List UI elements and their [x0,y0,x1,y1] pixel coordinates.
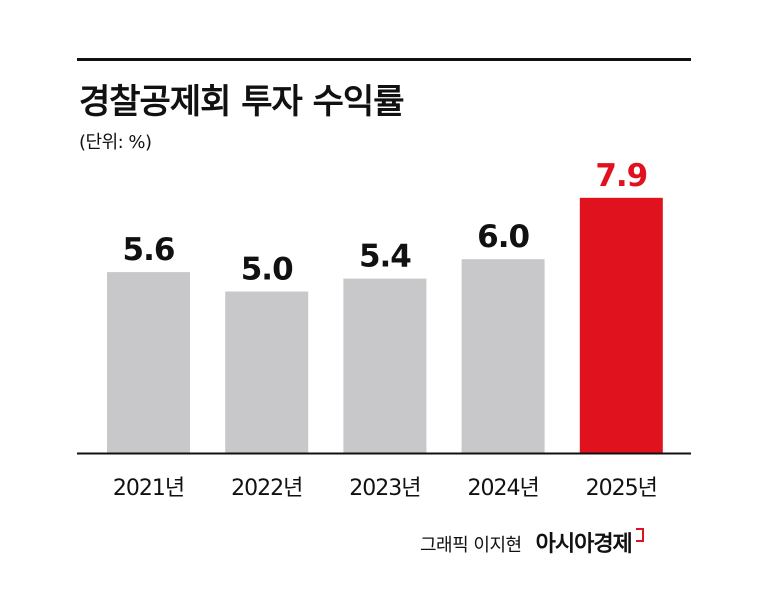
graphic-credit: 그래픽 이지현 [420,535,522,556]
bar-2023년 [343,278,427,453]
bar-2024년 [461,259,545,453]
bar-2025년 [579,197,663,453]
unit-label: (단위: %) [79,132,152,153]
bar-2021년 [107,272,190,453]
brand-logo: 아시아경제 [536,526,646,558]
value-label-2021년: 5.6 [123,232,175,268]
brand-name: 아시아경제 [535,532,633,557]
credit: 그래픽 이지현 아시아경제 [420,526,646,558]
category-label-2021년: 2021년 [113,476,184,501]
category-label-2023년: 2023년 [349,476,420,501]
category-label-2025년: 2025년 [586,476,657,501]
value-label-2023년: 5.4 [359,239,411,275]
top-rule [77,58,691,61]
value-label-2025년: 7.9 [595,158,647,194]
bar-2022년 [225,291,309,453]
value-label-2022년: 5.0 [241,252,293,288]
chart-title: 경찰공제회 투자 수익률 [79,82,404,122]
category-label-2022년: 2022년 [231,476,302,501]
value-label-2024년: 6.0 [477,219,529,255]
category-label-2024년: 2024년 [467,476,538,501]
brand-mark-icon [635,528,646,542]
